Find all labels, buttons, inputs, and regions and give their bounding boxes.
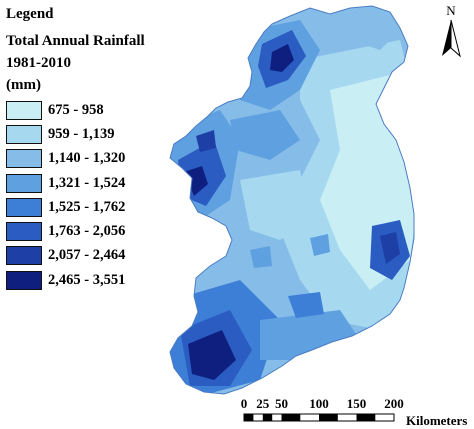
legend-swatch xyxy=(6,100,42,120)
legend-label: 2,057 - 2,464 xyxy=(48,247,126,264)
legend-swatch xyxy=(6,149,42,169)
scale-bar-graphic xyxy=(243,413,395,422)
legend-label: 1,525 - 1,762 xyxy=(48,198,126,215)
north-arrow-icon xyxy=(442,19,461,58)
legend-swatch xyxy=(6,197,42,217)
legend: Legend Total Annual Rainfall 1981-2010 (… xyxy=(6,4,166,292)
scale-units: Kilometers xyxy=(406,413,468,428)
legend-label: 675 - 958 xyxy=(48,101,104,118)
legend-item: 1,763 - 2,056 xyxy=(6,219,166,243)
rainfall-zones xyxy=(170,6,414,394)
legend-label: 1,763 - 2,056 xyxy=(48,223,126,240)
scale-bar: Kilometers 0 25 50 100 150 200 xyxy=(238,396,470,428)
legend-label: 2,465 - 3,551 xyxy=(48,271,126,288)
scale-tick-label: 50 xyxy=(275,396,288,411)
legend-item: 1,140 - 1,320 xyxy=(6,147,166,171)
legend-label: 1,321 - 1,524 xyxy=(48,174,126,191)
legend-item: 2,465 - 3,551 xyxy=(6,268,166,292)
scale-tick-label: 200 xyxy=(384,396,404,411)
north-letter: N xyxy=(446,3,456,18)
legend-item: 675 - 958 xyxy=(6,98,166,122)
legend-units: (mm) xyxy=(6,77,41,93)
legend-swatch xyxy=(6,270,42,290)
scale-tick-label: 150 xyxy=(346,396,367,411)
legend-label: 959 - 1,139 xyxy=(48,125,115,142)
legend-swatch xyxy=(6,124,42,144)
north-indicator: N xyxy=(436,4,466,18)
legend-item: 1,321 - 1,524 xyxy=(6,171,166,195)
legend-subtitle: Total Annual Rainfall 1981-2010 xyxy=(6,33,145,71)
legend-swatch xyxy=(6,222,42,242)
scale-tick-label: 0 xyxy=(240,396,248,411)
legend-item: 2,057 - 2,464 xyxy=(6,244,166,268)
legend-item: 959 - 1,139 xyxy=(6,122,166,146)
scale-tick-label: 25 xyxy=(256,396,270,411)
scale-tick-label: 100 xyxy=(309,396,329,411)
legend-swatch xyxy=(6,173,42,193)
legend-label: 1,140 - 1,320 xyxy=(48,150,126,167)
legend-item: 1,525 - 1,762 xyxy=(6,195,166,219)
legend-swatch xyxy=(6,246,42,266)
legend-title: Legend xyxy=(6,6,54,22)
legend-items: 675 - 958 959 - 1,139 1,140 - 1,320 1,321 -… xyxy=(6,98,166,292)
